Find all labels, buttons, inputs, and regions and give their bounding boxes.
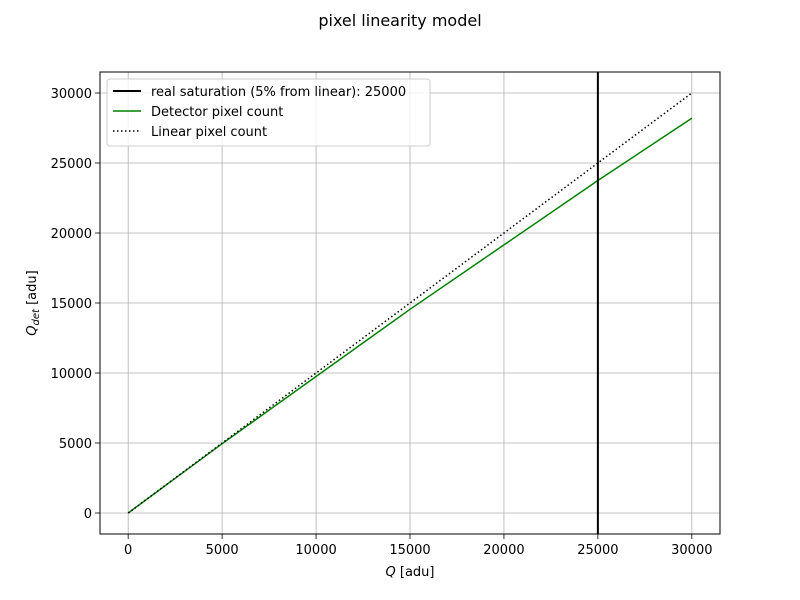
legend-label-detector: Detector pixel count [151,105,283,120]
x-tick-label: 30000 [671,543,712,558]
y-tick-label: 10000 [51,367,92,382]
y-tick-label: 20000 [51,227,92,242]
y-tick-label: 30000 [51,87,92,102]
y-tick-label: 15000 [51,297,92,312]
y-tick-label: 0 [84,507,92,522]
series-line-linear [127,92,693,514]
y-axis-label-symbol: Q [25,325,40,335]
chart-title: pixel linearity model [318,11,481,30]
y-axis-label-subscript: det [31,308,42,326]
legend-label-saturation: real saturation (5% from linear): 25000 [151,85,406,100]
x-tick-label: 15000 [389,543,430,558]
legend: real saturation (5% from linear): 25000 … [106,78,431,147]
ticks: 0 5000 10000 15000 20000 25000 30000 0 5000 10000… [51,87,713,558]
y-tick-label: 5000 [59,437,92,452]
x-axis-label-unit: [adu] [396,565,435,580]
x-tick-label: 20000 [483,543,524,558]
x-tick-label: 25000 [577,543,618,558]
x-tick-label: 10000 [295,543,336,558]
x-tick-label: 5000 [206,543,239,558]
legend-label-linear: Linear pixel count [151,125,267,140]
y-axis-label: Qdet [adu] [25,270,42,335]
y-tick-label: 25000 [51,157,92,172]
x-tick-label: 0 [124,543,132,558]
legend-box [106,78,431,147]
data-layer [127,72,693,534]
x-axis-label-symbol: Q [386,565,396,580]
x-axis-label: Q [adu] [386,565,435,580]
y-axis-label-unit: [adu] [25,270,40,309]
